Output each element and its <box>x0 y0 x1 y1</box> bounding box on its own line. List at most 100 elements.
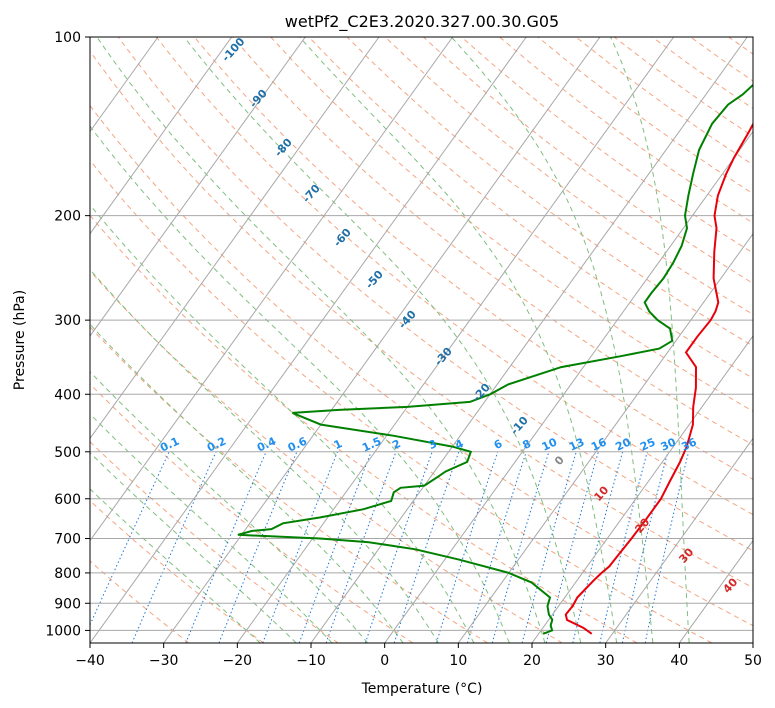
dry-adiabat-line <box>155 37 753 516</box>
mixing-ratio-label: 10 <box>540 435 560 453</box>
y-tick-label: 300 <box>54 313 81 329</box>
dry-adiabat-line <box>90 214 638 643</box>
isotherm-line <box>678 539 753 643</box>
mixing-ratio-label: 20 <box>613 435 633 453</box>
dry-adiabat-label: 10 <box>591 483 611 503</box>
dry-adiabat-line <box>423 37 753 284</box>
dry-adiabat-line <box>90 270 563 643</box>
dry-adiabat-line <box>90 50 753 589</box>
moist-adiabat-line <box>90 371 369 643</box>
dry-adiabat-label: -40 <box>396 308 419 332</box>
dry-adiabat-label: 40 <box>720 575 740 595</box>
x-tick-label: 20 <box>523 653 541 669</box>
mixing-ratio-line <box>572 451 624 643</box>
dry-adiabat-label: -10 <box>508 414 531 438</box>
dry-adiabat-line <box>270 37 753 412</box>
moist-adiabat-line <box>90 323 404 643</box>
moist-adiabat-line <box>299 37 618 643</box>
isotherm-line <box>90 37 380 440</box>
dry-adiabat-label: -50 <box>363 268 386 292</box>
isotherm-line <box>752 642 753 643</box>
x-tick-label: 50 <box>744 653 762 669</box>
dry-adiabat-label: -70 <box>300 182 323 206</box>
isotherm-line <box>236 37 675 643</box>
mixing-ratio-line <box>491 451 550 643</box>
x-tick-label: −40 <box>75 653 105 669</box>
mixing-ratio-line <box>467 451 527 643</box>
mixing-ratio-label: 16 <box>589 435 609 453</box>
mixing-ratio-line <box>621 451 669 643</box>
mixing-ratio-label: 13 <box>567 435 586 453</box>
isotherm-line <box>90 37 527 643</box>
y-tick-label: 400 <box>54 387 81 403</box>
dry-adiabat-line <box>499 37 753 224</box>
moist-adiabat-line <box>610 37 690 643</box>
mixing-ratio-line <box>599 451 648 643</box>
x-tick-label: −20 <box>223 653 253 669</box>
mixing-ratio-line <box>521 451 577 643</box>
dry-adiabat-line <box>384 37 753 315</box>
dry-adiabat-line <box>90 104 753 627</box>
moist-adiabat-line <box>90 488 261 643</box>
x-tick-label: 0 <box>380 653 389 669</box>
isotherm-line <box>384 130 753 643</box>
isotherm-line <box>310 37 748 643</box>
mixing-ratio-line <box>262 451 338 643</box>
y-tick-label: 900 <box>54 596 81 612</box>
x-tick-label: 30 <box>597 653 615 669</box>
axes: −40 −30 −20 −10 0 10 20 30 40 5010009008007006005… <box>45 30 762 669</box>
isotherm-line <box>90 37 454 542</box>
y-axis-label: Pressure (hPa) <box>12 290 28 390</box>
y-tick-label: 1000 <box>45 623 81 639</box>
mixing-ratio-line <box>545 451 599 643</box>
mixing-ratio-line <box>131 451 217 643</box>
y-tick-label: 500 <box>54 445 81 461</box>
x-axis-label: Temperature (°C) <box>361 681 483 697</box>
grid-lines <box>0 37 775 643</box>
mixing-ratio-line <box>218 451 298 643</box>
dry-adiabat-line <box>767 37 775 643</box>
mixing-ratio-label: 25 <box>638 435 657 453</box>
y-tick-label: 700 <box>54 532 81 548</box>
mixing-ratio-line <box>325 451 397 643</box>
mixing-ratio-line <box>185 451 267 643</box>
mixing-ratio-label: 6 <box>492 437 505 452</box>
mixing-ratio-line <box>644 451 690 643</box>
isotherm-line <box>90 37 306 337</box>
mixing-ratio-label: 1 <box>332 437 344 452</box>
isotherm-line <box>163 37 601 643</box>
dry-adiabat-label: -80 <box>272 136 295 160</box>
x-tick-label: −30 <box>149 653 179 669</box>
dry-adiabat-line <box>90 560 190 643</box>
mixing-ratio-line <box>90 451 170 626</box>
moist-adiabat-line <box>90 204 475 643</box>
mixing-ratio-line <box>435 451 499 643</box>
isotherm-line <box>457 232 753 643</box>
mixing-ratio-line <box>298 451 372 643</box>
dewpoint-line <box>237 83 753 635</box>
dry-adiabat-line <box>90 159 712 643</box>
iso-labels: 0.1 0.2 0.4 0.6 1 1.5 2 3 4 6 8 10 13 16 20 25 30 36-100-… <box>158 35 740 596</box>
profile-lines <box>237 83 753 635</box>
y-tick-label: 200 <box>54 209 81 225</box>
y-tick-label: 600 <box>54 492 81 508</box>
dry-adiabat-line <box>194 37 753 480</box>
dry-adiabat-line <box>461 37 753 254</box>
dry-adiabat-line <box>90 500 264 643</box>
isotherm-line <box>531 335 753 643</box>
y-tick-label: 800 <box>54 566 81 582</box>
mixing-ratio-line <box>364 451 433 643</box>
dry-adiabat-line <box>90 326 488 643</box>
y-tick-label: 100 <box>54 30 81 46</box>
dry-adiabat-line <box>346 37 753 347</box>
dry-adiabat-line <box>690 37 753 82</box>
dry-adiabat-line <box>308 37 753 379</box>
dry-adiabat-label: 0 <box>552 453 567 468</box>
dry-adiabat-label: -60 <box>331 226 354 250</box>
temperature-line <box>564 122 753 635</box>
isotherm-line <box>0 37 11 643</box>
moist-adiabat-line <box>90 413 333 643</box>
chart-title: wetPf2_C2E3.2020.327.00.30.G05 <box>285 12 559 32</box>
dry-adiabat-label: 30 <box>676 545 696 565</box>
